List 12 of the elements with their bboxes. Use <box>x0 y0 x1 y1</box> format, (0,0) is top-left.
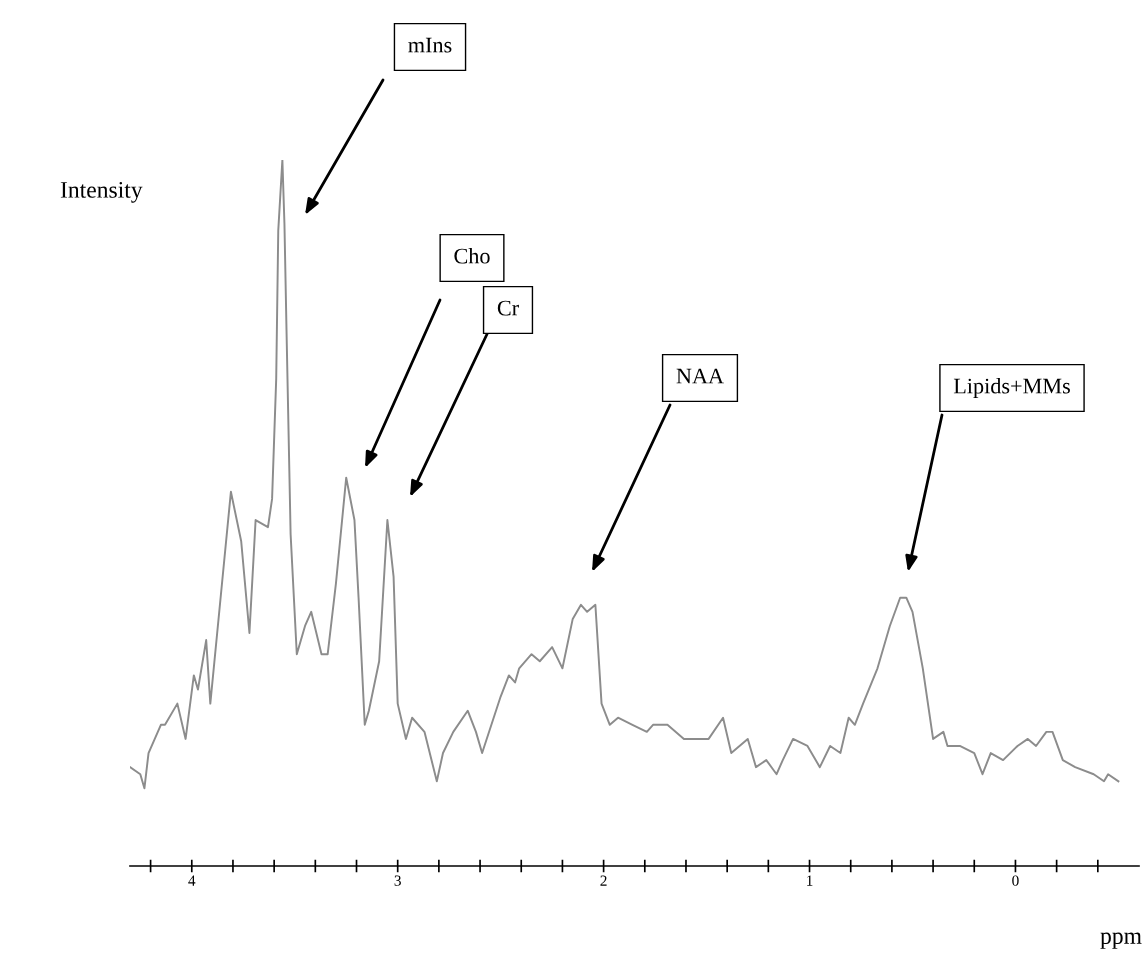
x-tick-label: 2 <box>600 875 607 886</box>
annotation: Cho <box>454 247 490 264</box>
annotation: NAA <box>676 368 724 384</box>
x-tick-label: 4 <box>188 875 196 886</box>
text: mIns <box>408 37 452 53</box>
x-tick-label: 1 <box>807 875 813 886</box>
x-tick-label: 0 <box>1012 875 1019 886</box>
x-tick-label: 3 <box>394 875 401 886</box>
x-axis-title: ppm <box>1100 932 1142 949</box>
annotation: Cr <box>497 300 519 316</box>
annotation: Lipids+MMs <box>953 377 1070 399</box>
y-axis-title: Intensity <box>60 181 143 203</box>
